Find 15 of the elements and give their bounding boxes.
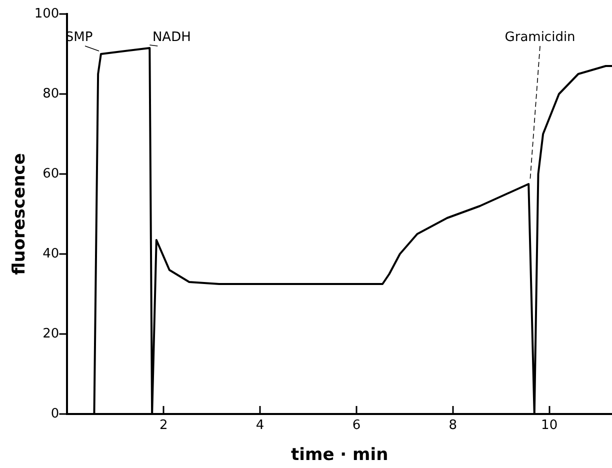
x-tick-label: 8 xyxy=(448,418,458,434)
x-tick-label: 6 xyxy=(352,418,361,434)
y-tick-label: 0 xyxy=(50,406,60,422)
x-axis-title: time · min xyxy=(291,445,388,466)
x-tick-label: 4 xyxy=(256,418,264,434)
y-tick-label: 100 xyxy=(34,6,60,22)
annotation: Gramicidin xyxy=(504,30,576,45)
y-tick-label: 40 xyxy=(42,246,60,262)
y-axis-title: fluorescence xyxy=(10,153,30,275)
y-tick-label: 60 xyxy=(42,166,60,182)
x-tick-label: 10 xyxy=(541,418,558,434)
y-tick-label: 80 xyxy=(42,86,60,102)
x-tick-label: 2 xyxy=(159,418,168,434)
y-tick-label: 20 xyxy=(42,326,60,342)
annotation: NADH xyxy=(152,30,191,45)
